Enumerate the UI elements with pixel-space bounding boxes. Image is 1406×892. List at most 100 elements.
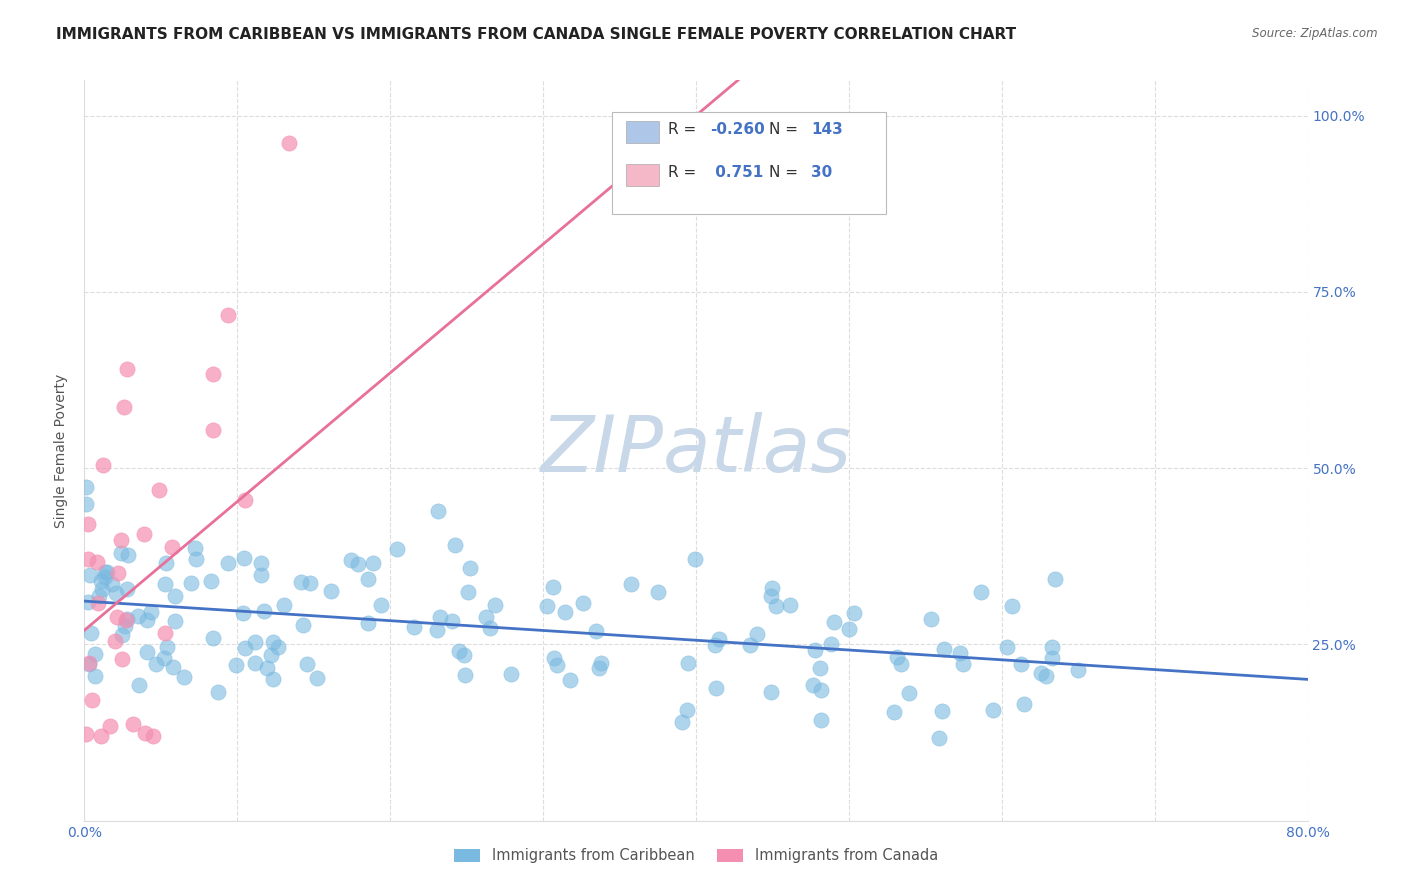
Point (920, 612, 942, 626)
Point (262, 673, 284, 687)
Point (163, 589, 186, 603)
Point (233, 551, 256, 566)
Point (678, 656, 700, 670)
Point (243, 656, 266, 670)
Text: N =: N = (769, 122, 803, 136)
Point (897, 685, 920, 699)
Point (202, 631, 225, 645)
Point (180, 575, 202, 590)
Point (1001, 599, 1024, 613)
Point (75, 497, 97, 511)
Point (759, 589, 782, 603)
Point (823, 615, 845, 630)
Point (153, 577, 176, 591)
Text: 30: 30 (811, 165, 832, 179)
Point (1040, 640, 1063, 654)
Point (761, 582, 783, 596)
Point (75, 480, 97, 494)
Point (201, 368, 224, 382)
Point (225, 658, 247, 673)
Point (585, 624, 607, 638)
Point (110, 652, 132, 666)
Point (740, 638, 762, 652)
Point (709, 632, 731, 646)
Point (453, 648, 475, 662)
Point (928, 731, 950, 746)
Point (165, 614, 187, 628)
Point (357, 616, 380, 631)
Text: R =: R = (668, 122, 702, 136)
Point (883, 705, 905, 719)
Point (217, 556, 239, 570)
Point (173, 670, 195, 684)
Point (148, 483, 170, 498)
Point (546, 657, 568, 672)
Point (347, 557, 370, 571)
Point (995, 640, 1018, 655)
Point (115, 582, 138, 597)
Point (136, 613, 159, 627)
Point (385, 542, 408, 557)
Text: IMMIGRANTS FROM CARIBBEAN VS IMMIGRANTS FROM CANADA SINGLE FEMALE POVERTY CORREL: IMMIGRANTS FROM CARIBBEAN VS IMMIGRANTS … (56, 27, 1017, 42)
Point (949, 646, 972, 660)
Point (184, 552, 207, 566)
Point (90, 574, 112, 589)
Point (838, 622, 860, 636)
Point (112, 400, 135, 414)
Point (808, 661, 831, 675)
Point (115, 362, 138, 376)
Point (810, 713, 832, 727)
Point (820, 637, 842, 651)
Point (620, 576, 643, 591)
Point (543, 650, 565, 665)
Point (134, 725, 156, 739)
Point (952, 657, 974, 671)
Point (1066, 663, 1088, 677)
Point (260, 648, 283, 663)
Text: ZIPatlas: ZIPatlas (540, 412, 852, 489)
Point (111, 628, 134, 642)
Point (499, 666, 522, 681)
Point (454, 667, 477, 681)
Point (94, 565, 117, 579)
Point (558, 673, 581, 687)
Point (104, 585, 127, 599)
Text: -0.260: -0.260 (710, 122, 765, 136)
Point (842, 606, 865, 620)
Point (77, 656, 100, 670)
Point (267, 640, 290, 655)
Point (110, 533, 132, 548)
Point (155, 626, 177, 640)
Point (1043, 572, 1066, 586)
Point (98, 719, 121, 733)
Point (100, 577, 122, 591)
Point (361, 556, 384, 570)
Point (86, 555, 108, 569)
Point (250, 568, 273, 582)
Point (105, 610, 128, 624)
Point (145, 657, 167, 672)
Point (83, 647, 105, 661)
Point (232, 606, 254, 620)
Point (96, 565, 118, 579)
Point (319, 584, 342, 599)
Text: N =: N = (769, 165, 803, 179)
Point (886, 650, 908, 665)
Point (427, 504, 450, 518)
Point (115, 612, 138, 626)
Point (77, 516, 100, 531)
Point (759, 685, 782, 699)
Point (765, 599, 787, 613)
Point (1029, 666, 1052, 681)
Point (479, 620, 502, 634)
Point (200, 574, 222, 589)
Point (253, 604, 276, 618)
Point (340, 553, 363, 567)
Point (75, 727, 97, 741)
Point (136, 645, 159, 659)
Point (84, 669, 107, 683)
Point (156, 640, 179, 654)
Text: 0.751: 0.751 (710, 165, 763, 179)
Point (1012, 697, 1035, 711)
Point (207, 685, 229, 699)
